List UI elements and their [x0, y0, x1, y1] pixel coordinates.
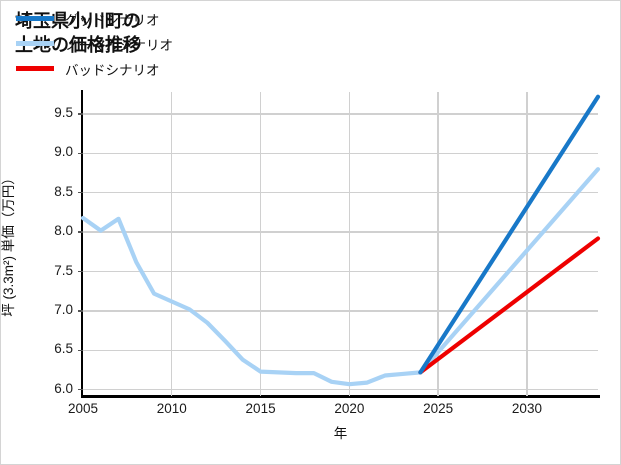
- x-tick-label: 2025: [423, 401, 454, 416]
- y-tick-mark: [78, 152, 83, 155]
- y-tick-mark: [78, 231, 83, 233]
- legend-swatch-good: [16, 16, 54, 21]
- series-line-good: [418, 94, 601, 375]
- page-title: 埼玉県小川町の 土地の価格推移: [15, 11, 141, 55]
- y-tick-label: 8.5: [54, 183, 73, 199]
- y-tick-mark: [78, 310, 83, 312]
- y-tick-label: 9.5: [54, 105, 73, 121]
- gridline-horizontal: [83, 310, 598, 312]
- gridline-vertical: [171, 92, 173, 396]
- gridline-horizontal: [83, 388, 598, 391]
- legend-label-bad: バッドシナリオ: [65, 62, 160, 78]
- legend-item-normal[interactable]: ノーマルシナリオ: [16, 31, 173, 56]
- x-axis-title: 年: [333, 426, 348, 441]
- y-axis-title: 坪 (3.3m²) 単価（万円）: [1, 171, 16, 317]
- legend: グッドシナリオ ノーマルシナリオ バッドシナリオ: [16, 6, 173, 81]
- legend-label-good: グッドシナリオ: [65, 12, 160, 28]
- plot-area: 6.0 6.5 7.0 7.5 8.0 8.5 9.0 9.5 2005 2010 2015 202…: [54, 92, 601, 441]
- y-axis-spine: [81, 90, 84, 398]
- y-tick-mark: [78, 192, 83, 194]
- series-line-history: [80, 215, 423, 387]
- legend-item-bad[interactable]: バッドシナリオ: [16, 56, 173, 81]
- y-tick-label: 6.5: [54, 341, 73, 357]
- legend-swatch-bad: [16, 66, 54, 71]
- y-tick-label: 7.0: [54, 301, 73, 317]
- series-lines: [80, 94, 601, 387]
- y-tick-mark: [78, 349, 83, 351]
- series-line-normal: [418, 167, 601, 375]
- gridline-horizontal: [83, 152, 598, 155]
- gridline-vertical: [526, 92, 528, 396]
- legend-swatch-normal: [16, 41, 54, 46]
- y-tick-label: 6.0: [54, 380, 73, 396]
- y-tick-mark: [78, 270, 83, 273]
- x-tick-label: 2015: [245, 401, 276, 416]
- legend-label-normal: ノーマルシナリオ: [65, 37, 173, 53]
- y-tick-label: 8.0: [54, 223, 73, 239]
- y-tick-mark: [78, 388, 83, 391]
- gridline-vertical: [437, 92, 439, 396]
- gridline-vertical: [259, 92, 262, 396]
- x-tick-label: 2010: [156, 401, 187, 416]
- x-tick-label: 2030: [511, 401, 542, 416]
- gridline-horizontal: [83, 349, 598, 351]
- gridline-horizontal: [83, 231, 598, 233]
- y-tick-mark: [78, 113, 83, 115]
- y-tick-label: 7.5: [54, 262, 73, 278]
- series-line-bad: [418, 236, 601, 375]
- x-tick-label: 2005: [67, 401, 99, 416]
- y-tick-label: 9.0: [54, 144, 73, 160]
- x-tick-label: 2020: [334, 401, 365, 416]
- legend-item-good[interactable]: グッドシナリオ: [16, 6, 173, 31]
- gridline-horizontal: [83, 192, 598, 194]
- gridline-horizontal: [83, 113, 598, 115]
- x-axis-spine: [81, 395, 600, 398]
- gridline-vertical: [348, 92, 351, 396]
- gridline-horizontal: [83, 270, 598, 273]
